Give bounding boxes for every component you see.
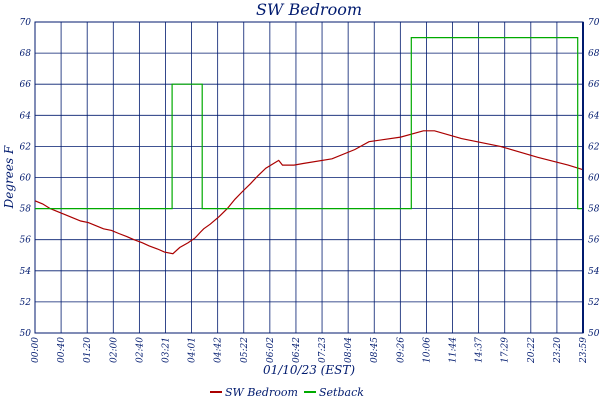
y-tick-label-left: 66 xyxy=(20,80,32,90)
x-tick-label: 20:22 xyxy=(527,337,537,364)
legend: SW Bedroom Setback xyxy=(210,386,364,399)
y-axis-label: Degrees F xyxy=(2,145,16,209)
x-tick-label: 00:00 xyxy=(31,337,41,363)
x-tick-label: 04:42 xyxy=(214,337,224,363)
x-tick-label: 08:45 xyxy=(370,337,380,363)
y-tick-labels: 50 50 52 52 54 54 56 56 58 58 60 60 62 62 64 64 66 66 68 68… xyxy=(20,18,600,339)
x-tick-label: 23:59 xyxy=(579,337,589,364)
y-tick-label-right: 70 xyxy=(588,18,600,28)
x-tick-label: 07:23 xyxy=(318,337,328,363)
right-axis-bar xyxy=(582,22,584,333)
y-tick-label-left: 64 xyxy=(20,111,32,121)
x-tick-label: 14:37 xyxy=(475,337,485,363)
y-tick-label-left: 70 xyxy=(20,18,32,28)
x-tick-label: 02:00 xyxy=(109,337,119,363)
series-line-setback xyxy=(35,36,583,210)
y-tick-label-right: 54 xyxy=(588,267,600,277)
y-tick-label-right: 66 xyxy=(588,80,600,90)
y-tick-label-left: 56 xyxy=(20,236,32,246)
y-tick-label-right: 62 xyxy=(588,142,600,152)
x-tick-label: 17:29 xyxy=(501,337,511,363)
y-tick-label-left: 60 xyxy=(20,174,32,184)
y-tick-label-right: 50 xyxy=(588,329,600,339)
series-line-sw-bedroom xyxy=(34,130,584,255)
gridlines xyxy=(34,21,584,334)
x-tick-label: 06:02 xyxy=(266,337,276,363)
y-tick-label-right: 52 xyxy=(588,298,600,308)
legend-label-setback: Setback xyxy=(319,386,364,399)
y-tick-label-left: 68 xyxy=(20,49,32,59)
x-tick-label: 01:20 xyxy=(83,337,93,363)
x-tick-label: 04:01 xyxy=(188,337,198,363)
series-lines xyxy=(34,36,584,255)
x-tick-label: 23:20 xyxy=(553,337,563,364)
x-tick-label: 10:06 xyxy=(422,337,432,363)
y-tick-label-left: 54 xyxy=(20,267,32,277)
x-tick-label: 08:04 xyxy=(344,337,354,363)
y-tick-label-right: 64 xyxy=(588,111,600,121)
x-tick-labels: 00:00 00:40 01:20 02:00 02:40 03:21 04:01 04:42… xyxy=(31,337,589,364)
x-tick-label: 06:42 xyxy=(292,337,302,363)
chart-title: SW Bedroom xyxy=(256,0,362,19)
y-tick-label-right: 60 xyxy=(588,174,600,184)
x-tick-label: 00:40 xyxy=(57,337,67,363)
y-tick-label-right: 58 xyxy=(588,205,600,215)
y-tick-label-right: 68 xyxy=(588,49,600,59)
y-tick-label-left: 58 xyxy=(20,205,32,215)
y-tick-label-left: 62 xyxy=(20,142,32,152)
y-tick-label-right: 56 xyxy=(588,236,600,246)
y-tick-label-left: 52 xyxy=(20,298,32,308)
x-tick-label: 02:40 xyxy=(135,337,145,363)
x-axis-label: 01/10/23 (EST) xyxy=(263,363,355,377)
y-tick-label-left: 50 xyxy=(20,329,32,339)
x-tick-label: 09:26 xyxy=(396,337,406,363)
x-tick-label: 11:44 xyxy=(449,337,459,363)
x-tick-label: 05:22 xyxy=(240,337,250,363)
x-tick-label: 03:21 xyxy=(161,337,171,363)
legend-label-sw-bedroom: SW Bedroom xyxy=(225,386,298,399)
